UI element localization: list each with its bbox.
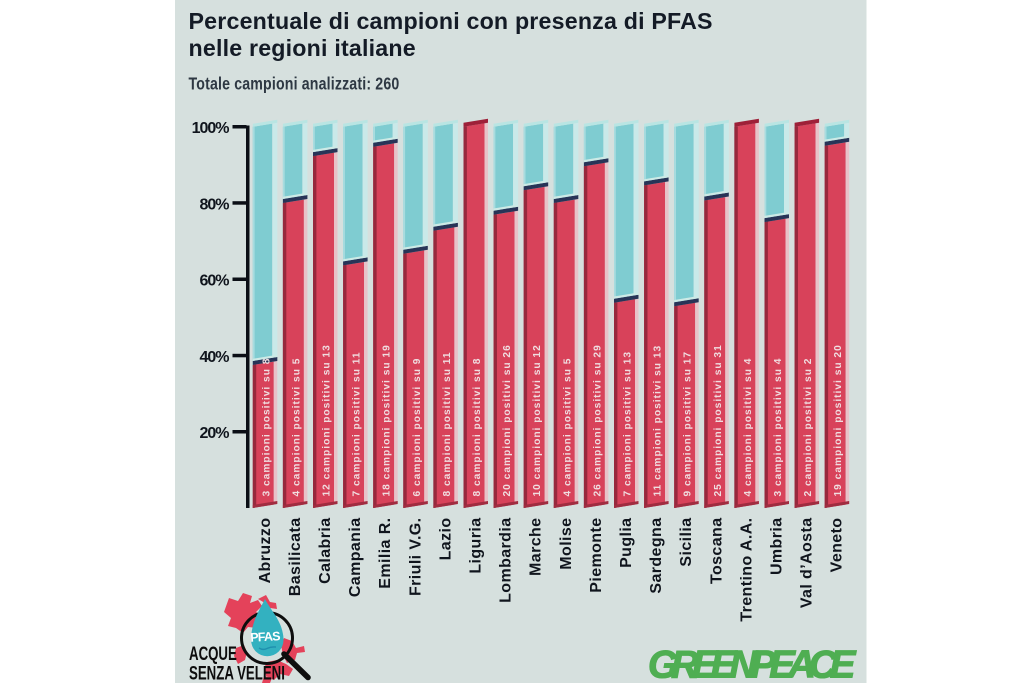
- svg-text:Sicilia: Sicilia: [678, 518, 695, 567]
- svg-text:GREENPEACE: GREENPEACE: [648, 644, 857, 683]
- svg-text:Val d’Aosta: Val d’Aosta: [799, 518, 816, 609]
- svg-text:Sardegna: Sardegna: [648, 518, 665, 594]
- svg-text:SENZA VELENI: SENZA VELENI: [189, 662, 285, 683]
- svg-text:80%: 80%: [199, 196, 229, 213]
- svg-text:Basilicata: Basilicata: [287, 518, 304, 597]
- svg-text:Campania: Campania: [347, 518, 364, 598]
- svg-text:2 campioni positivi su 2: 2 campioni positivi su 2: [803, 358, 814, 497]
- svg-text:Puglia: Puglia: [618, 518, 635, 568]
- svg-text:Umbria: Umbria: [769, 518, 786, 576]
- svg-text:Toscana: Toscana: [708, 518, 725, 585]
- svg-text:Piemonte: Piemonte: [588, 518, 605, 593]
- svg-text:Emilia R.: Emilia R.: [377, 518, 394, 589]
- svg-text:9 campioni positivi su 17: 9 campioni positivi su 17: [683, 351, 694, 497]
- svg-text:100%: 100%: [192, 120, 230, 137]
- svg-text:Trentino A.A.: Trentino A.A.: [738, 518, 755, 622]
- svg-text:18 campioni positivi su 19: 18 campioni positivi su 19: [382, 344, 393, 496]
- svg-text:6 campioni positivi su 9: 6 campioni positivi su 9: [412, 358, 423, 497]
- svg-text:Calabria: Calabria: [317, 518, 334, 584]
- svg-text:3 campioni positivi su 4: 3 campioni positivi su 4: [773, 358, 784, 497]
- svg-text:19 campioni positivi su 20: 19 campioni positivi su 20: [833, 344, 844, 496]
- svg-text:20%: 20%: [199, 425, 229, 442]
- svg-text:Totale campioni analizzati: 26: Totale campioni analizzati: 260: [189, 75, 400, 94]
- svg-text:7 campioni positivi su 13: 7 campioni positivi su 13: [623, 351, 634, 497]
- svg-text:Abruzzo: Abruzzo: [257, 518, 274, 584]
- svg-text:4 campioni positivi su 5: 4 campioni positivi su 5: [562, 358, 573, 497]
- svg-text:8 campioni positivi su 8: 8 campioni positivi su 8: [472, 358, 483, 497]
- svg-text:8 campioni positivi su 11: 8 campioni positivi su 11: [442, 351, 453, 496]
- svg-text:Friuli V.G.: Friuli V.G.: [407, 518, 424, 597]
- svg-text:60%: 60%: [199, 273, 229, 290]
- svg-text:26 campioni positivi su 29: 26 campioni positivi su 29: [592, 344, 603, 496]
- svg-text:7 campioni positivi su 11: 7 campioni positivi su 11: [352, 351, 363, 496]
- svg-text:3 campioni positivi su 8: 3 campioni positivi su 8: [261, 358, 272, 497]
- svg-text:Molise: Molise: [558, 518, 575, 570]
- svg-text:Veneto: Veneto: [829, 518, 846, 573]
- svg-text:Liguria: Liguria: [468, 518, 485, 574]
- svg-text:Marche: Marche: [528, 518, 545, 576]
- svg-text:PFAS: PFAS: [250, 629, 281, 645]
- svg-text:ACQUE: ACQUE: [189, 642, 237, 664]
- svg-text:12 campioni positivi su 13: 12 campioni positivi su 13: [322, 344, 333, 496]
- svg-text:11 campioni positivi su 13: 11 campioni positivi su 13: [653, 345, 664, 497]
- svg-text:20 campioni positivi su 26: 20 campioni positivi su 26: [502, 344, 513, 496]
- svg-text:4 campioni positivi su 4: 4 campioni positivi su 4: [743, 358, 754, 497]
- svg-text:10 campioni positivi su 12: 10 campioni positivi su 12: [532, 344, 543, 496]
- svg-text:Percentuale di campioni con pr: Percentuale di campioni con presenza di …: [189, 8, 713, 34]
- svg-text:nelle regioni italiane: nelle regioni italiane: [189, 35, 416, 61]
- svg-text:4 campioni positivi su 5: 4 campioni positivi su 5: [291, 358, 302, 497]
- svg-text:Lazio: Lazio: [437, 518, 454, 561]
- svg-text:Lombardia: Lombardia: [498, 518, 515, 603]
- svg-text:40%: 40%: [199, 349, 229, 366]
- svg-text:25 campioni positivi su 31: 25 campioni positivi su 31: [713, 344, 724, 496]
